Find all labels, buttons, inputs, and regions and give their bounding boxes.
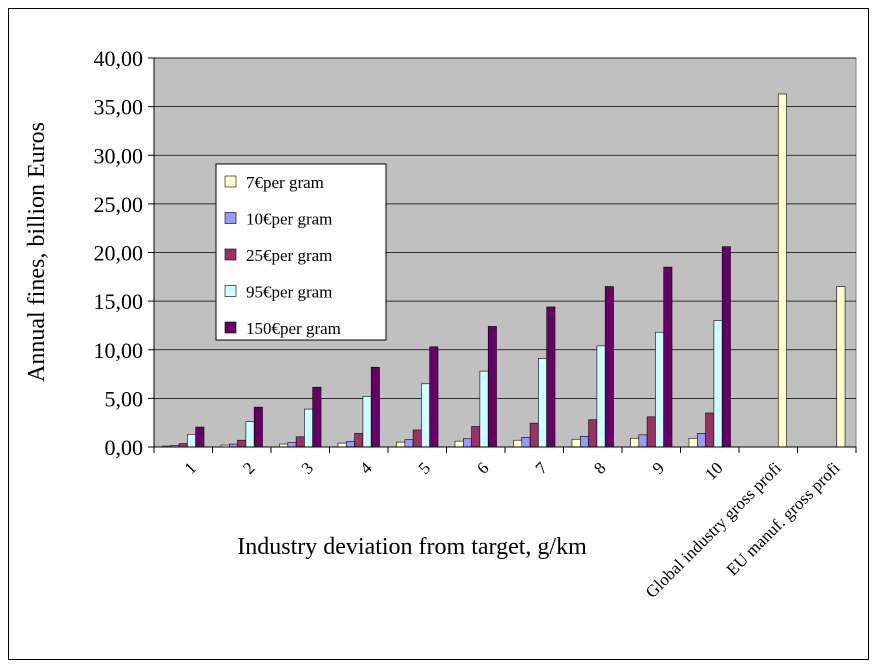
- legend-box: [215, 163, 387, 341]
- bar: [370, 366, 380, 448]
- bar: [696, 433, 706, 448]
- bar: [354, 433, 364, 448]
- legend: 7€per gram 10€per gram 25€per gram 95€per g…: [215, 163, 387, 341]
- legend-swatch: [224, 212, 237, 224]
- y-tick-labels: 0,00 5,00 10,00 15,00 20,00 25,00 30,00 35,00 40…: [94, 46, 144, 460]
- bar: [479, 370, 489, 448]
- bar: [295, 436, 305, 448]
- legend-swatch: [224, 321, 237, 334]
- bar: [713, 320, 723, 448]
- y-tick-label: 0,00: [105, 435, 144, 460]
- bar: [345, 441, 355, 448]
- bar: [721, 246, 731, 448]
- legend-swatch: [224, 285, 237, 297]
- bar: [546, 306, 556, 448]
- bar: [187, 434, 196, 448]
- bar: [312, 386, 322, 448]
- bar: [237, 439, 247, 448]
- legend-label: 10€per gram: [246, 210, 332, 229]
- y-tick-label: 5,00: [105, 386, 144, 411]
- bar: [579, 436, 589, 448]
- legend-label: 7€per gram: [246, 173, 324, 192]
- bar: [638, 434, 648, 448]
- bar: [487, 326, 497, 448]
- bar: [178, 443, 188, 448]
- y-tick-label: 25,00: [94, 192, 144, 217]
- x-axis-title: Industry deviation from target, g/km: [237, 534, 587, 560]
- bar: [655, 331, 665, 448]
- y-tick-label: 40,00: [94, 46, 144, 71]
- y-tick-label: 30,00: [94, 143, 144, 168]
- bar: [521, 436, 531, 448]
- bar: [454, 440, 464, 448]
- legend-swatch: [224, 248, 237, 261]
- bar: [245, 421, 255, 448]
- bar: [777, 93, 787, 448]
- bar: [462, 438, 472, 448]
- bar: [337, 442, 347, 448]
- bar: [195, 426, 205, 448]
- legend-label: 95€per gram: [246, 283, 332, 302]
- bar: [253, 406, 263, 448]
- bar: [304, 408, 313, 448]
- y-tick-label: 15,00: [94, 289, 144, 314]
- bar: [396, 441, 406, 448]
- y-tick-label: 10,00: [94, 338, 144, 363]
- y-tick-label: 35,00: [94, 95, 144, 120]
- bar: [705, 412, 715, 448]
- bar: [596, 345, 606, 448]
- bar: [604, 286, 614, 448]
- bar: [538, 358, 548, 448]
- bar: [646, 416, 656, 448]
- bar: [513, 439, 523, 448]
- bar: [836, 286, 846, 448]
- bar: [588, 419, 598, 448]
- y-axis-title: Annual fines, billion Euros: [24, 122, 50, 382]
- legend-label: 150€per gram: [246, 319, 341, 338]
- bar: [429, 346, 439, 448]
- y-tick-label: 20,00: [94, 241, 144, 266]
- bar: [421, 383, 430, 448]
- legend-swatch: [224, 175, 237, 188]
- axes: [148, 57, 857, 453]
- bar: [529, 422, 539, 448]
- bar: [471, 426, 481, 448]
- bar: [571, 438, 581, 448]
- bar: [688, 437, 698, 448]
- bars: [162, 93, 846, 448]
- legend-label: 25€per gram: [246, 246, 332, 265]
- bar: [287, 442, 297, 448]
- bar: [362, 396, 372, 448]
- bar: [663, 266, 673, 448]
- bar: [630, 437, 640, 448]
- bar: [404, 439, 414, 448]
- bar: [412, 429, 422, 448]
